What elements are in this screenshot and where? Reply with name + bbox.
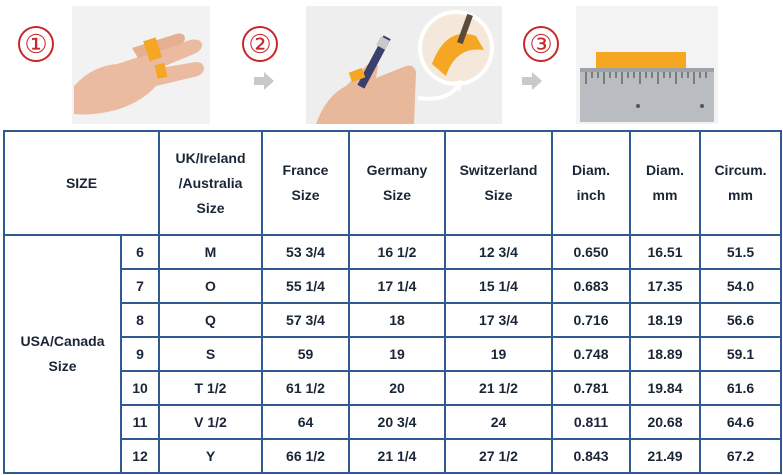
us-size-cell: 12 [120,438,160,474]
diam-mm-cell: 18.19 [629,302,701,338]
us-size-cell: 10 [120,370,160,406]
diam-inch-cell: 0.683 [551,268,631,304]
switzerland-size-cell: 12 3/4 [444,234,553,270]
us-size-cell: 11 [120,404,160,440]
switzerland-size-cell: 15 1/4 [444,268,553,304]
germany-size-cell: 16 1/2 [348,234,446,270]
diam-inch-cell: 0.748 [551,336,631,372]
diam-mm-header: Diam. mm [629,130,701,236]
diam-inch-header: Diam. inch [551,130,631,236]
table-row: 12 Y 66 1/2 21 1/4 27 1/2 0.843 21.49 67… [4,438,782,474]
uk-size-cell: Q [158,302,263,338]
step-3-number: ③ [523,26,559,62]
usa-canada-size-label: USA/Canada Size [3,234,122,474]
table-row: 7 O 55 1/4 17 1/4 15 1/4 0.683 17.35 54.… [4,268,782,304]
switzerland-size-cell: 17 3/4 [444,302,553,338]
switzerland-size-cell: 21 1/2 [444,370,553,406]
ring-size-table: SIZE UK/Ireland /Australia Size France S… [3,130,782,474]
france-size-cell: 66 1/2 [261,438,350,474]
switzerland-size-header: Switzerland Size [444,130,553,236]
diam-inch-cell: 0.716 [551,302,631,338]
table-row: 10 T 1/2 61 1/2 20 21 1/2 0.781 19.84 61… [4,370,782,406]
diam-mm-cell: 17.35 [629,268,701,304]
step-2-photo [306,6,502,124]
germany-size-cell: 21 1/4 [348,438,446,474]
germany-size-cell: 18 [348,302,446,338]
france-size-cell: 57 3/4 [261,302,350,338]
step-1-number: ① [18,26,54,62]
france-size-cell: 55 1/4 [261,268,350,304]
germany-size-cell: 17 1/4 [348,268,446,304]
uk-size-cell: O [158,268,263,304]
circum-mm-cell: 54.0 [699,268,782,304]
table-row: 9 S 59 19 19 0.748 18.89 59.1 [4,336,782,372]
switzerland-size-cell: 27 1/2 [444,438,553,474]
uk-size-cell: Y [158,438,263,474]
france-size-cell: 59 [261,336,350,372]
germany-size-cell: 19 [348,336,446,372]
diam-inch-cell: 0.781 [551,370,631,406]
germany-size-cell: 20 3/4 [348,404,446,440]
diam-mm-cell: 18.89 [629,336,701,372]
germany-size-header: Germany Size [348,130,446,236]
uk-size-cell: V 1/2 [158,404,263,440]
size-header: SIZE [3,130,160,236]
diam-mm-cell: 20.68 [629,404,701,440]
diam-inch-cell: 0.843 [551,438,631,474]
us-size-cell: 8 [120,302,160,338]
diam-inch-cell: 0.811 [551,404,631,440]
uk-size-cell: M [158,234,263,270]
france-size-header: France Size [261,130,350,236]
uk-size-cell: T 1/2 [158,370,263,406]
us-size-cell: 7 [120,268,160,304]
table-row: 11 V 1/2 64 20 3/4 24 0.811 20.68 64.6 [4,404,782,440]
switzerland-size-cell: 19 [444,336,553,372]
us-size-cell: 9 [120,336,160,372]
step-1-photo [72,6,210,124]
table-row: 8 Q 57 3/4 18 17 3/4 0.716 18.19 56.6 [4,302,782,338]
circum-mm-cell: 64.6 [699,404,782,440]
france-size-cell: 53 3/4 [261,234,350,270]
germany-size-cell: 20 [348,370,446,406]
uk-size-header: UK/Ireland /Australia Size [158,130,263,236]
step-3-photo [576,6,718,124]
us-size-cell: 6 [120,234,160,270]
step-2-number: ② [242,26,278,62]
circum-mm-cell: 59.1 [699,336,782,372]
circum-mm-cell: 51.5 [699,234,782,270]
diam-inch-cell: 0.650 [551,234,631,270]
table-header-row: SIZE UK/Ireland /Australia Size France S… [3,130,782,236]
circum-mm-cell: 67.2 [699,438,782,474]
uk-size-cell: S [158,336,263,372]
circum-mm-cell: 61.6 [699,370,782,406]
diam-mm-cell: 21.49 [629,438,701,474]
arrow-right-icon [522,72,542,90]
france-size-cell: 61 1/2 [261,370,350,406]
diam-mm-cell: 16.51 [629,234,701,270]
diam-mm-cell: 19.84 [629,370,701,406]
circum-mm-cell: 56.6 [699,302,782,338]
switzerland-size-cell: 24 [444,404,553,440]
table-row: USA/Canada Size 6 M 53 3/4 16 1/2 12 3/4… [3,234,782,474]
measuring-steps: ① ② ③ [0,0,783,130]
arrow-right-icon [254,72,274,90]
circum-mm-header: Circum. mm [699,130,782,236]
france-size-cell: 64 [261,404,350,440]
